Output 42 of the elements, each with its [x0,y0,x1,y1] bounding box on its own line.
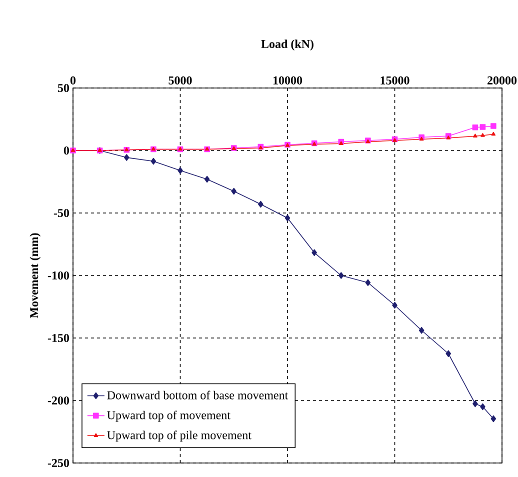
point [231,188,237,195]
point [258,200,264,208]
y-tick-label: -200 [48,396,70,405]
point [392,302,398,309]
point [490,415,496,422]
point [365,279,371,286]
point [446,350,452,358]
point [472,400,478,408]
point [480,403,486,410]
point [419,136,424,141]
point [418,326,424,334]
x-tick-label: 20000 [488,76,517,84]
point [338,272,344,279]
y-tick-label: 0 [64,146,70,155]
x-tick-label: 5000 [168,76,192,84]
y-axis-title: Movement (mm) [30,233,41,318]
legend-label: Upward top of movement [107,410,230,422]
point [284,214,290,222]
point [491,132,496,136]
y-tick-label: 50 [58,84,70,92]
x-tick-label: 10000 [273,76,302,84]
point [338,141,344,146]
y-tick-label: -50 [54,208,70,218]
point [124,154,130,161]
point [312,249,317,256]
point [204,176,210,183]
legend-label: Upward top of pile movement [107,430,252,442]
y-tick-label: -250 [48,458,70,468]
point [480,124,486,130]
x-axis-title: Load (kN) [261,40,314,50]
y-tick-label: -150 [48,334,70,342]
y-tick-label: -100 [48,271,70,280]
point [473,134,478,138]
legend-label: Downward bottom of base movement [107,390,288,400]
point [446,136,451,140]
x-tick-label: 15000 [380,76,410,84]
point [490,123,496,129]
point [150,158,156,165]
point [178,167,183,174]
point [472,124,478,130]
x-tick-label: 0 [70,76,76,84]
point [480,133,485,137]
